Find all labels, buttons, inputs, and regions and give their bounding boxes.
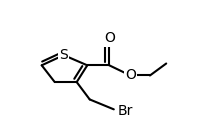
Text: S: S (59, 48, 68, 62)
Text: Br: Br (117, 104, 133, 118)
Text: O: O (125, 68, 136, 82)
Text: O: O (104, 31, 115, 45)
